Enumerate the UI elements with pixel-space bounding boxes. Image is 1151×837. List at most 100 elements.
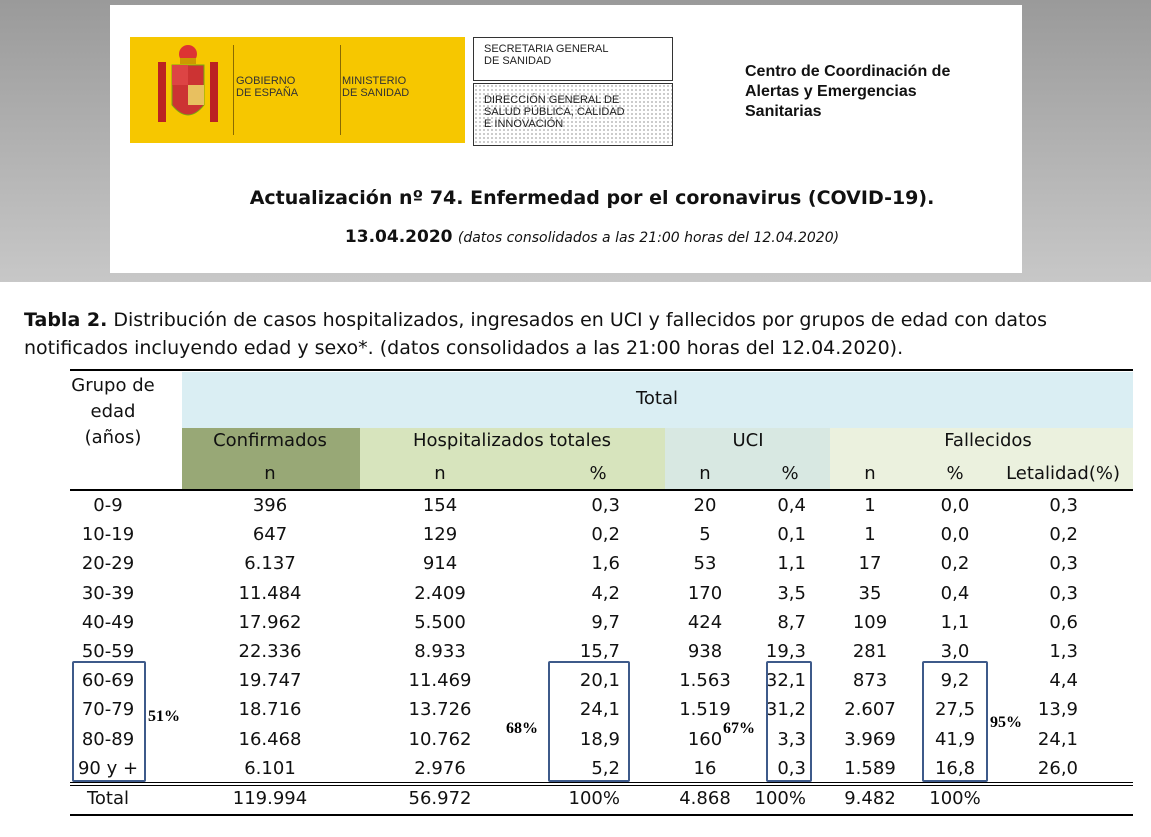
value-cell: 8,7 — [777, 611, 806, 633]
value-cell: 17.962 — [238, 611, 302, 633]
value-cell: 1,6 — [591, 553, 620, 575]
value-cell: 15,7 — [579, 641, 620, 662]
value-cell: 109 — [852, 611, 888, 633]
value-cell: 0,3 — [1049, 495, 1078, 516]
value-cell: 424 — [687, 611, 723, 633]
box1: SECRETARIA GENERAL DE SANIDAD — [473, 37, 673, 81]
box1-line: SECRETARIA GENERAL — [484, 43, 609, 55]
value-cell: 1,3 — [1049, 641, 1078, 662]
min-line: DE SANIDAD — [342, 87, 410, 99]
value-cell: 19.747 — [238, 670, 302, 692]
total-cell: 119.994 — [232, 788, 308, 809]
age-cell: 70-79 — [81, 699, 135, 721]
subheader: n — [699, 463, 711, 484]
centro-line: Centro de Coordinación de — [745, 63, 951, 80]
group-bg — [830, 428, 1133, 489]
rule — [70, 785, 1133, 786]
value-cell: 3,0 — [940, 641, 970, 662]
box2-line: DIRECCIÓN GENERAL DE — [484, 94, 620, 106]
total-header: Total — [635, 388, 679, 409]
value-cell: 16 — [693, 757, 717, 779]
value-cell: 873 — [852, 670, 888, 692]
value-cell: 647 — [252, 524, 288, 546]
value-cell: 0,6 — [1049, 611, 1078, 633]
centro-line: Alertas y Emergencias — [745, 83, 917, 100]
value-cell: 10.762 — [408, 728, 472, 750]
value-cell: 22.336 — [238, 641, 302, 662]
value-cell: 0,2 — [591, 524, 620, 546]
box2: DIRECCIÓN GENERAL DE SALUD PÚBLICA, CALID… — [473, 83, 673, 146]
box2-line: SALUD PÚBLICA, CALIDAD — [484, 106, 625, 118]
highlight-box — [548, 661, 630, 782]
subheader: n — [864, 463, 876, 484]
rule — [70, 814, 1133, 816]
age-header: Grupo de — [71, 375, 155, 396]
group-header: Confirmados — [213, 430, 327, 451]
value-cell: 1 — [864, 524, 876, 546]
value-cell: 938 — [687, 641, 723, 662]
total-cell: 4.868 — [679, 788, 731, 809]
value-cell: 13.726 — [408, 699, 472, 721]
value-cell: 0,3 — [777, 757, 806, 779]
value-cell: 24,1 — [1037, 728, 1078, 750]
group-header: UCI — [732, 430, 764, 451]
highlight-box — [766, 661, 812, 782]
value-cell: 0,0 — [940, 524, 970, 546]
value-cell: 170 — [687, 582, 723, 604]
value-cell: 8.933 — [414, 641, 466, 662]
value-cell: 1,1 — [940, 611, 970, 633]
doc-date: 13.04.2020 — [344, 227, 453, 247]
value-cell: 1.589 — [844, 757, 896, 779]
total-cell: 9.482 — [844, 788, 896, 809]
annotation: 67% — [723, 720, 755, 737]
highlight-box — [72, 661, 146, 782]
value-cell: 9,2 — [940, 670, 970, 692]
value-cell: 3,3 — [777, 728, 806, 750]
caption-label: Tabla 2. — [24, 309, 108, 331]
age-header: (años) — [84, 427, 142, 448]
group-bg — [182, 428, 360, 489]
subheader: % — [589, 463, 607, 484]
coat-of-arms — [158, 45, 218, 122]
value-cell: 154 — [422, 495, 458, 516]
total-cell: 56.972 — [408, 788, 472, 809]
value-cell: 1 — [864, 495, 876, 516]
value-cell: 5,2 — [591, 757, 620, 779]
value-cell: 18,9 — [579, 728, 620, 750]
value-cell: 32,1 — [765, 670, 806, 692]
group-bg — [665, 428, 830, 489]
caption: Tabla 2. Distribución de casos hospitali… — [24, 306, 1144, 362]
value-cell: 3,5 — [777, 582, 806, 604]
subheader: % — [781, 463, 799, 484]
group-bg — [360, 428, 665, 489]
value-cell: 20 — [693, 495, 717, 516]
value-cell: 27,5 — [934, 699, 976, 721]
value-cell: 0,4 — [777, 495, 806, 516]
value-cell: 0,2 — [1049, 524, 1078, 546]
age-cell: 80-89 — [81, 728, 135, 750]
doc-title: Actualización nº 74. Enfermedad por el c… — [249, 187, 935, 209]
gob-line: DE ESPAÑA — [236, 87, 299, 99]
total-cell: 100% — [754, 788, 806, 809]
value-cell: 0,3 — [1049, 553, 1078, 575]
value-cell: 1.519 — [679, 699, 731, 721]
value-cell: 396 — [252, 495, 288, 516]
age-cell: 10-19 — [81, 524, 135, 546]
highlight-box — [922, 661, 988, 782]
total-cell: Total — [86, 788, 130, 809]
subheader: % — [946, 463, 964, 484]
value-cell: 17 — [858, 553, 882, 575]
age-cell: 40-49 — [81, 611, 135, 633]
total-cell: 100% — [929, 788, 981, 809]
value-cell: 0,1 — [777, 524, 806, 546]
value-cell: 0,2 — [940, 553, 970, 575]
value-cell: 20,1 — [579, 670, 620, 692]
value-cell: 160 — [687, 728, 723, 750]
value-cell: 9,7 — [591, 611, 620, 633]
box2-line: E INNOVACIÓN — [484, 118, 564, 130]
subheader: n — [434, 463, 446, 484]
value-cell: 41,9 — [934, 728, 976, 750]
value-cell: 53 — [693, 553, 717, 575]
value-cell: 4,2 — [591, 582, 620, 604]
value-cell: 5.500 — [414, 611, 466, 633]
